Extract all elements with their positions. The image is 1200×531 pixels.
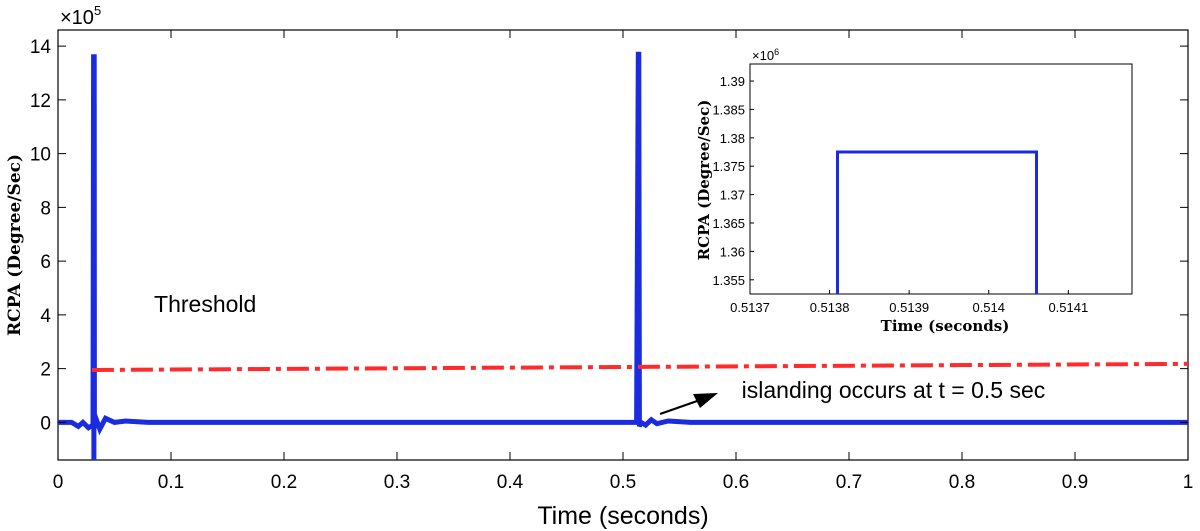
main-x-tick-label: 0.5	[610, 472, 636, 493]
main-y-tick-label: 8	[40, 198, 51, 219]
inset-x-tick-label: 0.514	[972, 300, 1005, 315]
inset-y-tick-label: 1.355	[712, 273, 745, 288]
main-exponent-label: ×105	[60, 3, 101, 29]
inset-y-tick-label: 1.375	[712, 159, 745, 174]
inset-exponent-label: ×106	[752, 47, 779, 63]
main-y-tick-label: 14	[30, 37, 52, 58]
inset-y-tick-label: 1.365	[712, 216, 745, 231]
inset-y-tick-label: 1.385	[712, 102, 745, 117]
main-y-tick-label: 6	[40, 252, 51, 273]
inset-x-tick-label: 0.5138	[810, 300, 850, 315]
inset-y-tick-label: 1.38	[720, 131, 745, 146]
islanding-annotation: islanding occurs at t = 0.5 sec	[742, 377, 1046, 403]
inset-x-tick-label: 0.5137	[730, 300, 770, 315]
main-x-tick-label: 0.2	[271, 472, 297, 493]
main-y-tick-label: 12	[30, 91, 51, 112]
threshold-label: Threshold	[154, 291, 256, 317]
main-y-tick-label: 2	[40, 360, 51, 381]
inset-plot-area	[749, 63, 1133, 295]
main-x-tick-label: 1	[1183, 472, 1194, 493]
inset-y-axis-label: RCPA (Degree/Sec)	[695, 100, 713, 261]
rcpa-series-line	[58, 51, 1188, 460]
main-y-tick-label: 10	[30, 145, 51, 166]
main-y-tick-label: 4	[40, 306, 51, 327]
inset-rcpa-series-line	[836, 150, 1038, 294]
threshold-line	[91, 361, 1188, 372]
inset-x-axis-label: Time (seconds)	[881, 317, 1010, 335]
islanding-arrow-icon	[659, 393, 718, 415]
main-x-tick-label: 0.8	[949, 472, 975, 493]
main-x-axis-label: Time (seconds)	[537, 502, 708, 530]
main-x-tick-label: 0	[53, 472, 64, 493]
inset-y-tick-label: 1.36	[720, 244, 745, 259]
main-y-axis-label: RCPA (Degree/Sec)	[5, 154, 25, 336]
main-x-tick-label: 0.4	[497, 472, 524, 493]
inset-x-tick-label: 0.5141	[1048, 300, 1088, 315]
inset-y-tick-label: 1.37	[720, 188, 745, 203]
main-x-tick-label: 0.9	[1062, 472, 1088, 493]
main-x-tick-label: 0.7	[836, 472, 862, 493]
main-x-tick-label: 0.1	[158, 472, 184, 493]
main-x-tick-label: 0.6	[723, 472, 749, 493]
main-x-tick-label: 0.3	[384, 472, 410, 493]
inset-y-tick-label: 1.39	[720, 74, 745, 89]
inset-x-tick-label: 0.5139	[889, 300, 929, 315]
main-y-tick-label: 0	[40, 413, 51, 434]
